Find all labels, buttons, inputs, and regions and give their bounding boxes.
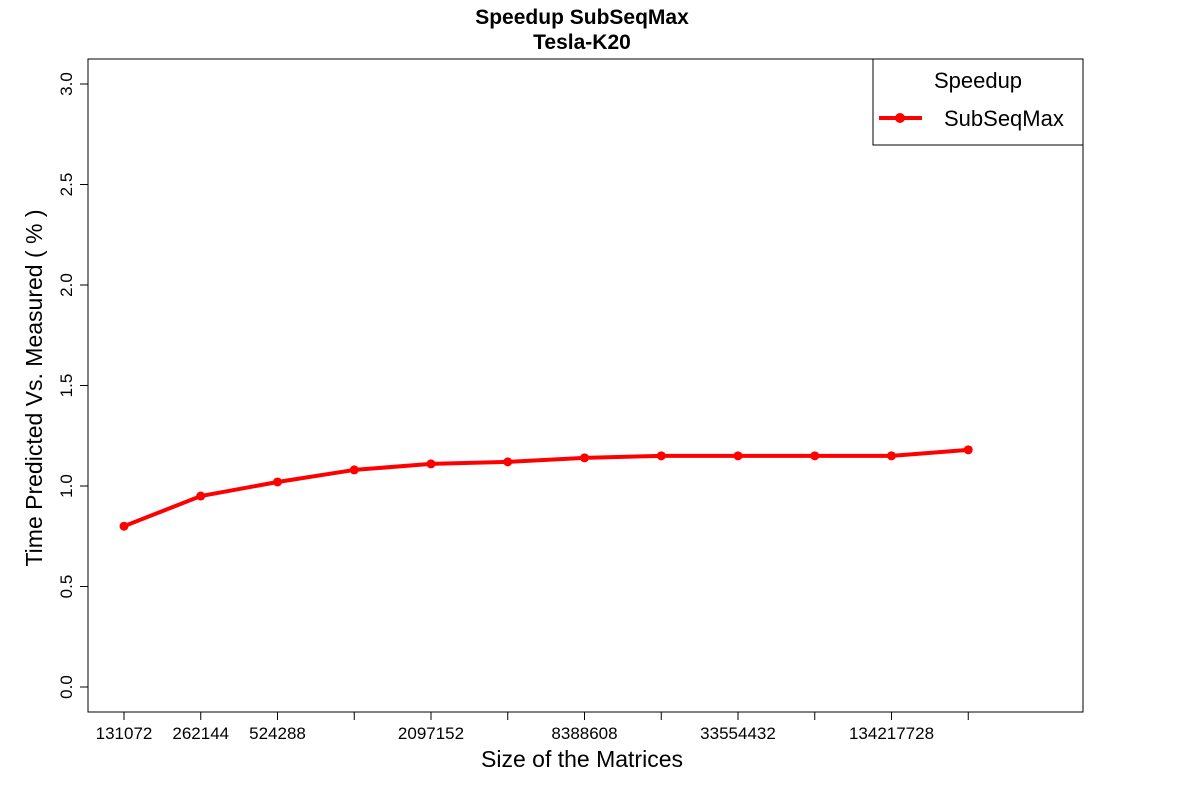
data-point	[810, 451, 820, 461]
data-point	[349, 465, 359, 475]
data-point	[656, 451, 666, 461]
series-layer	[119, 445, 973, 531]
data-point	[426, 459, 436, 469]
y-tick-label: 2.0	[57, 273, 76, 297]
data-point	[196, 491, 206, 501]
data-point	[273, 477, 282, 487]
x-tick-label: 8388608	[551, 724, 617, 743]
x-tick-label: 262144	[172, 724, 229, 743]
series-line	[122, 447, 971, 529]
data-point	[963, 445, 973, 455]
legend-title: Speedup	[934, 68, 1022, 93]
data-point	[733, 451, 743, 461]
y-tick-label: 1.5	[57, 374, 76, 398]
y-tick-label: 2.5	[57, 173, 76, 197]
x-tick-label: 33554432	[700, 724, 776, 743]
chart-subtitle: Tesla-K20	[533, 31, 631, 54]
x-tick-label: 2097152	[398, 724, 464, 743]
x-axis-label: Size of the Matrices	[481, 746, 683, 772]
plot-frame	[87, 58, 1084, 713]
y-tick-label: 0.5	[57, 575, 76, 599]
y-tick-label: 3.0	[57, 72, 76, 96]
y-tick-label: 1.0	[57, 474, 76, 498]
data-point	[580, 453, 589, 463]
chart-title: Speedup SubSeqMax	[475, 6, 689, 29]
legend: Speedup SubSeqMax	[872, 58, 1084, 146]
x-tick-label: 131072	[96, 724, 153, 743]
x-tick-label: 524288	[249, 724, 306, 743]
y-tick-label: 0.0	[57, 675, 76, 699]
x-axis: 131072 262144 524288 2097152 8388608 33554432…	[96, 711, 969, 743]
data-point	[503, 457, 513, 467]
legend-box	[872, 58, 1084, 146]
x-tick-label: 134217728	[849, 724, 934, 743]
data-point	[887, 451, 896, 461]
y-axis: 0.0 0.5 1.0 1.5 2.0 2.5 3.0	[57, 72, 89, 699]
data-point	[119, 521, 129, 531]
legend-entry-subseqmax: SubSeqMax	[944, 106, 1064, 131]
legend-marker-swatch	[895, 113, 905, 123]
y-axis-label: Time Predicted Vs. Measured ( % )	[21, 209, 47, 566]
